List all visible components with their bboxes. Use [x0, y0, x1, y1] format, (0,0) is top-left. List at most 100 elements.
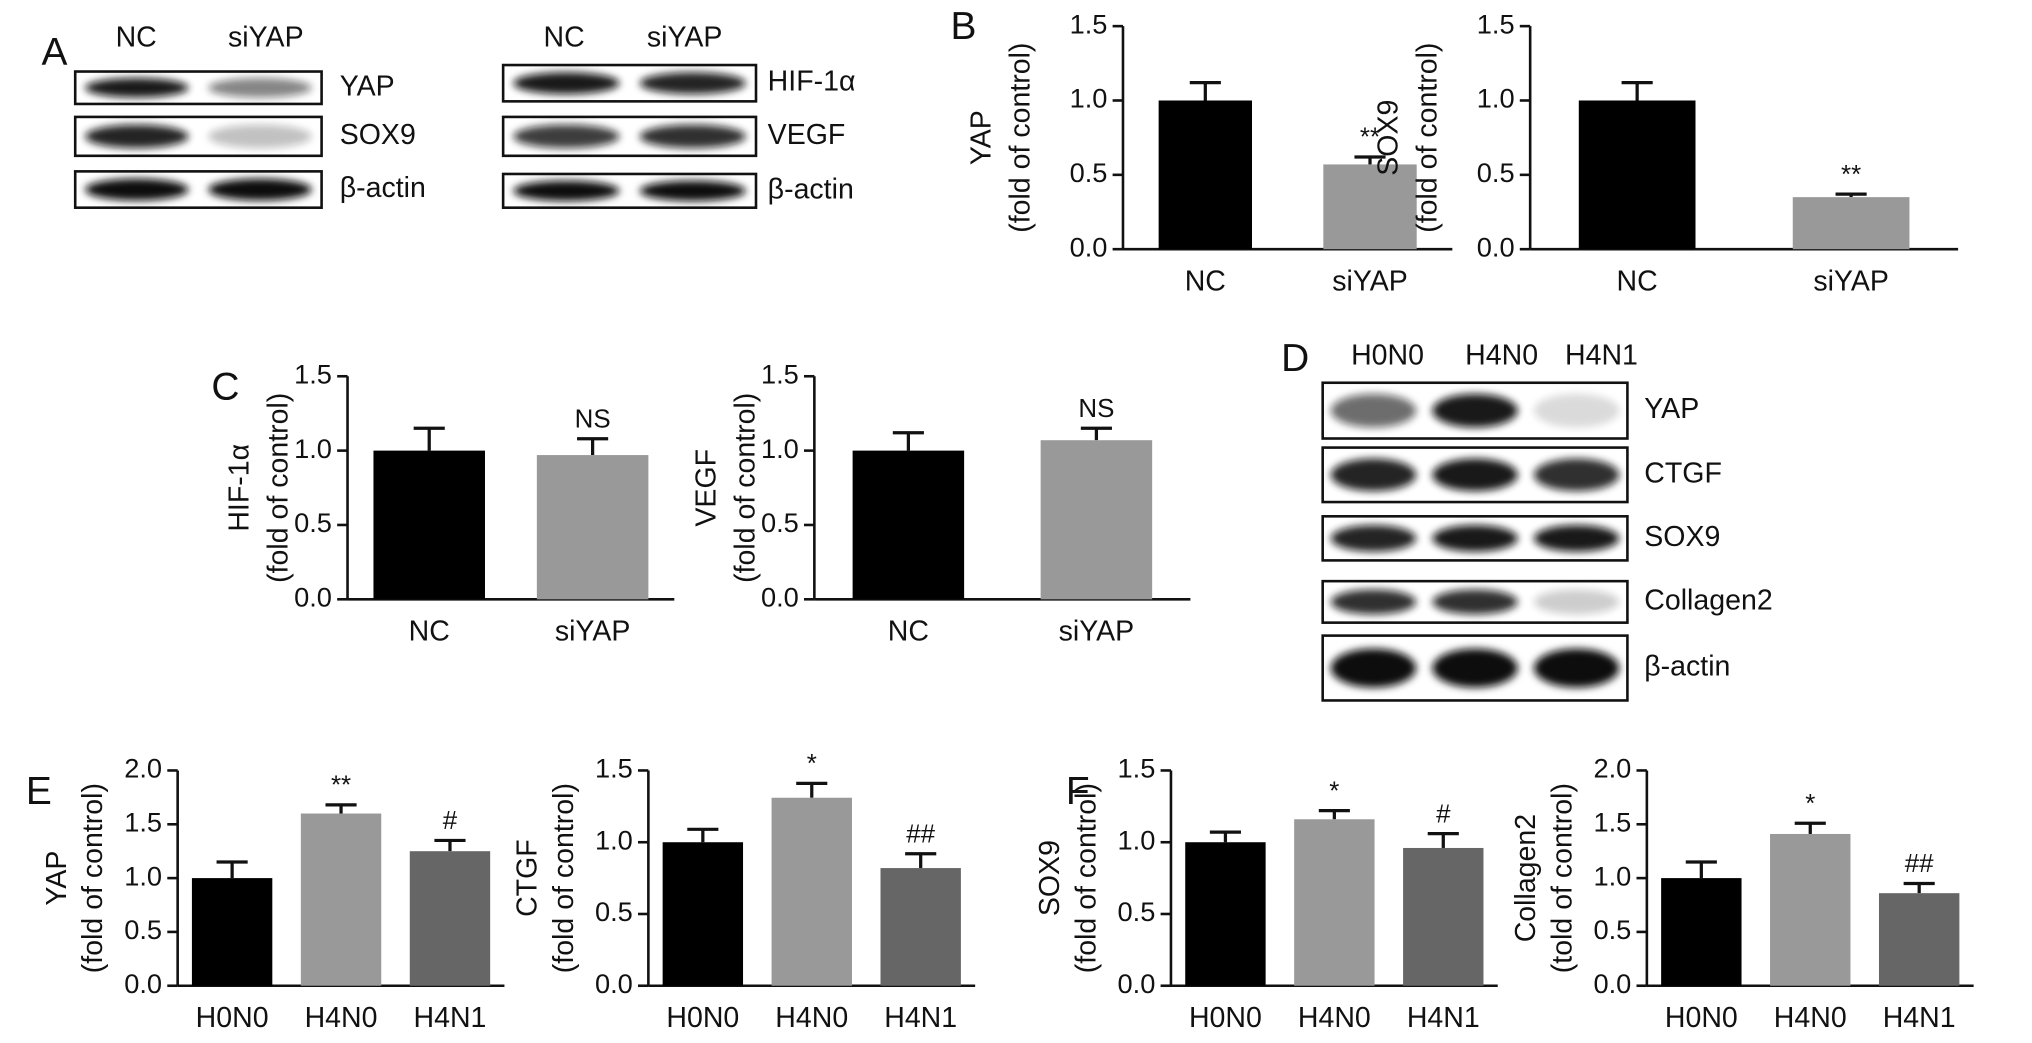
y-tick-label: 1.5: [124, 806, 162, 837]
y-tick-label: 1.5: [1593, 806, 1631, 837]
blot-band: [639, 72, 746, 95]
bar: [536, 455, 649, 600]
lane-label: H4N0: [1465, 339, 1538, 371]
lane-label: H0N0: [1351, 339, 1424, 371]
row-label: Collagen2: [1644, 584, 1772, 616]
significance-label: ##: [1905, 850, 1934, 878]
y-tick-label: 1.0: [1477, 83, 1515, 114]
y-tick-label: 0.0: [1070, 231, 1108, 262]
y-tick-label: 0.5: [1477, 157, 1515, 188]
bar: [1792, 197, 1910, 250]
x-tick-label: siYAP: [1332, 265, 1408, 297]
blot-band: [513, 72, 620, 95]
bar: [1578, 100, 1696, 250]
y-axis-label: SOX9: [1373, 100, 1405, 176]
x-tick-label: H4N0: [775, 1002, 848, 1034]
blot-band: [1432, 525, 1518, 552]
y-tick-label: 0.0: [1118, 968, 1156, 999]
panel-letter: C: [211, 366, 239, 409]
bar: [1158, 100, 1253, 250]
x-tick-label: siYAP: [1813, 265, 1889, 297]
row-label: β-actin: [340, 172, 426, 204]
panel-letter: F: [1066, 770, 1090, 813]
bar: [1661, 878, 1742, 986]
x-tick-label: NC: [1185, 265, 1226, 297]
y-tick-label: 1.0: [1593, 860, 1631, 891]
significance-label: **: [1841, 161, 1861, 189]
x-tick-label: H0N0: [666, 1002, 739, 1034]
y-tick-label: 0.5: [595, 896, 633, 927]
x-tick-label: siYAP: [1059, 616, 1135, 648]
row-label: VEGF: [768, 119, 846, 151]
y-axis-label: Collagen2: [1510, 814, 1542, 942]
blot-band: [85, 78, 189, 98]
blot-band: [85, 124, 189, 149]
y-tick-label: 1.0: [761, 433, 799, 464]
row-label: YAP: [1644, 393, 1699, 425]
y-tick-label: 2.0: [124, 753, 162, 784]
y-tick-label: 1.0: [124, 860, 162, 891]
y-tick-label: 0.0: [1477, 231, 1515, 262]
row-label: YAP: [340, 70, 395, 102]
blot-band: [1533, 589, 1620, 615]
x-tick-label: H4N0: [1774, 1002, 1847, 1034]
y-tick-label: 0.0: [294, 581, 332, 612]
blot-band: [1533, 393, 1620, 428]
bar: [409, 851, 491, 986]
lane-label: NC: [543, 22, 584, 54]
bar: [1878, 893, 1960, 986]
panel-letter: B: [951, 5, 977, 48]
x-tick-label: siYAP: [555, 616, 631, 648]
x-tick-label: H0N0: [1665, 1002, 1738, 1034]
bar: [373, 450, 485, 600]
panel-letter: D: [1281, 337, 1309, 380]
x-tick-label: NC: [888, 616, 929, 648]
x-tick-label: H0N0: [196, 1002, 269, 1034]
x-tick-label: NC: [1617, 265, 1658, 297]
lane-label: NC: [116, 22, 157, 54]
y-tick-label: 0.5: [1070, 157, 1108, 188]
y-tick-label: 2.0: [1593, 753, 1631, 784]
bar: [1185, 842, 1266, 986]
lane-label: H4N1: [1565, 339, 1638, 371]
y-tick-label: 1.5: [1477, 8, 1515, 39]
blot-band: [1432, 589, 1518, 615]
y-tick-label: 1.5: [595, 753, 633, 784]
row-label: HIF-1α: [768, 66, 856, 98]
blot-band: [1533, 648, 1620, 688]
blot-band: [1533, 525, 1620, 552]
bar: [1323, 164, 1417, 250]
blot-band: [85, 178, 189, 201]
y-tick-label: 1.5: [761, 358, 799, 389]
significance-label: #: [443, 807, 458, 835]
panel-letter: E: [26, 770, 52, 813]
x-tick-label: H0N0: [1189, 1002, 1262, 1034]
y-tick-label: 1.0: [1070, 83, 1108, 114]
y-tick-label: 0.5: [294, 507, 332, 538]
y-tick-label: 1.0: [294, 433, 332, 464]
bar: [1040, 440, 1153, 600]
y-tick-label: 0.0: [595, 968, 633, 999]
significance-label: *: [1805, 790, 1815, 818]
bar: [662, 842, 744, 986]
y-tick-label: 0.5: [1593, 914, 1631, 945]
y-tick-label: 1.5: [294, 358, 332, 389]
bar: [852, 450, 965, 600]
blot-band: [1330, 525, 1417, 552]
significance-label: *: [1329, 777, 1339, 805]
bar: [300, 813, 382, 986]
blot-band: [1330, 393, 1417, 428]
row-label: β-actin: [768, 173, 854, 205]
blot-band: [639, 124, 746, 149]
bar: [1770, 833, 1851, 986]
y-axis-label: YAP: [965, 110, 997, 165]
significance-label: **: [331, 772, 351, 800]
significance-label: NS: [1078, 395, 1114, 423]
lane-label: siYAP: [228, 22, 304, 54]
blot-band: [639, 180, 746, 201]
bar: [880, 868, 961, 986]
significance-label: #: [1436, 800, 1451, 828]
row-label: β-actin: [1644, 651, 1730, 683]
significance-label: ##: [906, 820, 935, 848]
